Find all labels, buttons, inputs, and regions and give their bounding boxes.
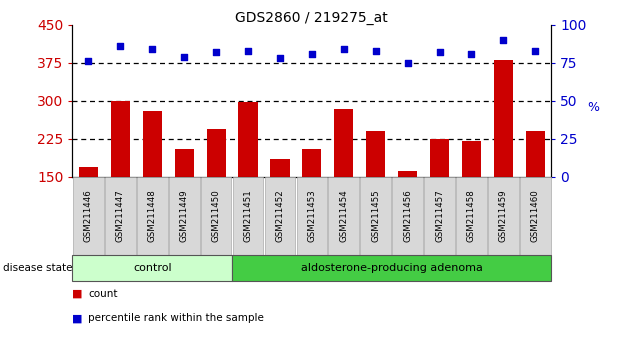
Bar bbox=[462, 142, 481, 177]
Point bbox=[115, 43, 125, 49]
Point bbox=[83, 58, 93, 64]
Text: GSM211451: GSM211451 bbox=[244, 189, 253, 242]
Bar bbox=[207, 129, 226, 177]
Point bbox=[466, 51, 476, 57]
Text: GSM211452: GSM211452 bbox=[275, 189, 284, 242]
Text: disease state ▶: disease state ▶ bbox=[3, 263, 84, 273]
Bar bbox=[79, 167, 98, 177]
Text: ■: ■ bbox=[72, 313, 83, 323]
Point bbox=[275, 56, 285, 61]
Point bbox=[307, 51, 317, 57]
Bar bbox=[175, 149, 194, 177]
Text: aldosterone-producing adenoma: aldosterone-producing adenoma bbox=[301, 263, 483, 273]
Bar bbox=[111, 101, 130, 177]
Point bbox=[147, 46, 158, 52]
Bar bbox=[525, 131, 545, 177]
Bar bbox=[142, 111, 162, 177]
Y-axis label: %: % bbox=[588, 101, 600, 114]
Point bbox=[435, 49, 445, 55]
Text: percentile rank within the sample: percentile rank within the sample bbox=[88, 313, 264, 323]
Bar bbox=[398, 171, 417, 177]
Text: GSM211447: GSM211447 bbox=[116, 189, 125, 242]
Point bbox=[179, 54, 189, 59]
Text: GSM211458: GSM211458 bbox=[467, 189, 476, 242]
Bar bbox=[430, 139, 449, 177]
Text: GSM211449: GSM211449 bbox=[180, 190, 188, 242]
Bar bbox=[366, 131, 386, 177]
Text: GSM211456: GSM211456 bbox=[403, 189, 412, 242]
Bar bbox=[270, 159, 290, 177]
Point bbox=[211, 49, 221, 55]
Text: count: count bbox=[88, 289, 118, 298]
Text: GSM211450: GSM211450 bbox=[212, 189, 220, 242]
Text: GSM211457: GSM211457 bbox=[435, 189, 444, 242]
Text: GSM211455: GSM211455 bbox=[371, 189, 380, 242]
Point bbox=[339, 46, 349, 52]
Point bbox=[370, 48, 381, 53]
Bar bbox=[334, 108, 353, 177]
Text: control: control bbox=[133, 263, 171, 273]
Bar bbox=[302, 149, 321, 177]
Text: ■: ■ bbox=[72, 289, 83, 298]
Point bbox=[403, 60, 413, 66]
Text: GSM211448: GSM211448 bbox=[148, 189, 157, 242]
Bar bbox=[238, 102, 258, 177]
Point bbox=[530, 48, 541, 53]
Text: GSM211453: GSM211453 bbox=[307, 189, 316, 242]
Bar bbox=[494, 60, 513, 177]
Text: GSM211460: GSM211460 bbox=[531, 189, 540, 242]
Text: GSM211459: GSM211459 bbox=[499, 190, 508, 242]
Text: GDS2860 / 219275_at: GDS2860 / 219275_at bbox=[236, 11, 388, 25]
Point bbox=[243, 48, 253, 53]
Text: GSM211446: GSM211446 bbox=[84, 189, 93, 242]
Point bbox=[498, 37, 508, 43]
Text: GSM211454: GSM211454 bbox=[340, 189, 348, 242]
